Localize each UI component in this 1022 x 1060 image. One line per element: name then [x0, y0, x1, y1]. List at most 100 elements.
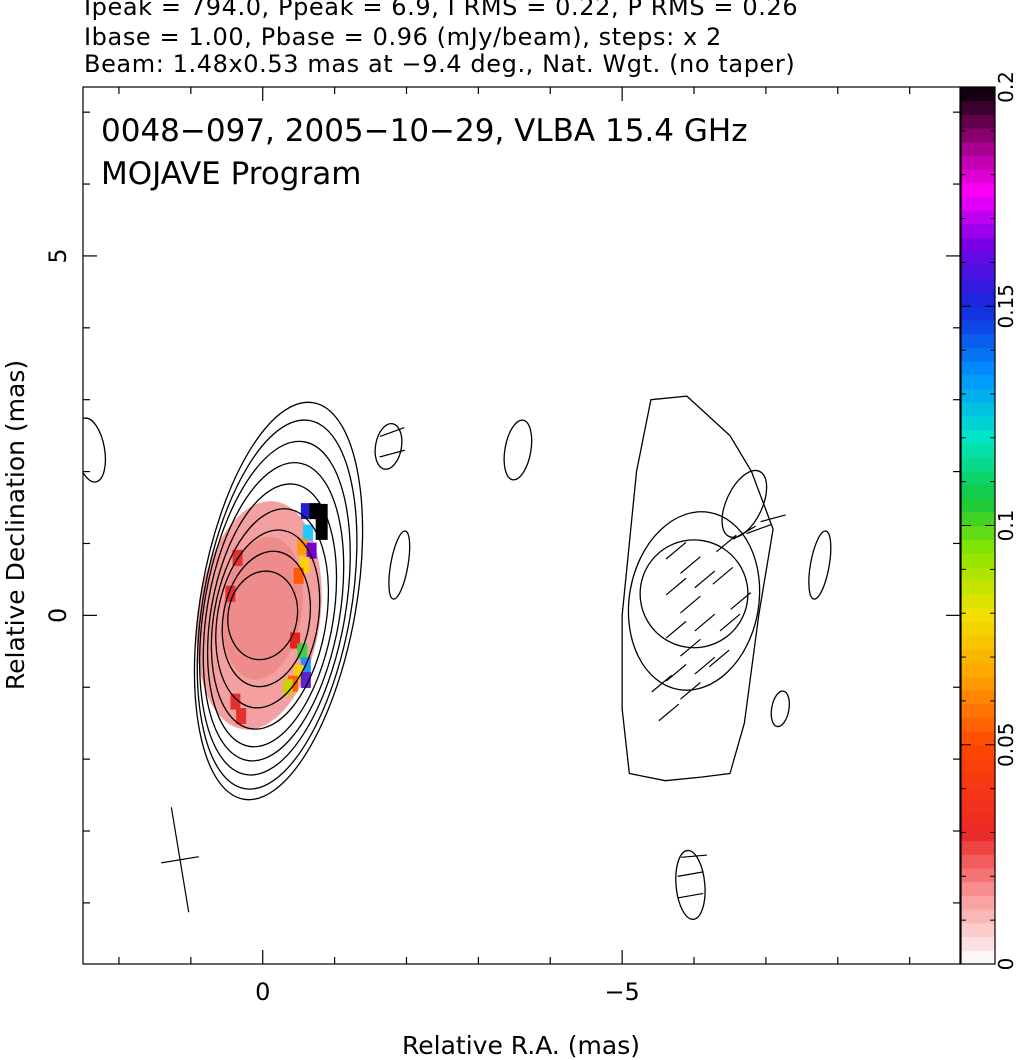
polarization-vector — [665, 577, 687, 596]
core-contour — [196, 419, 358, 790]
colorbar-swatch — [961, 443, 995, 458]
jet-outer-contour — [621, 395, 774, 782]
jet-contour — [639, 539, 749, 649]
polarization-pixel — [293, 664, 304, 681]
colorbar-swatch — [961, 662, 995, 677]
colorbar-swatch — [961, 196, 995, 211]
colorbar-swatch — [961, 895, 995, 910]
chart-subtitle: MOJAVE Program — [101, 156, 361, 192]
colorbar-swatch — [961, 881, 995, 896]
polarization-vector — [677, 871, 704, 877]
colorbar-swatch — [961, 909, 995, 924]
plot-frame — [82, 86, 961, 965]
polarization-vector — [379, 449, 405, 458]
colorbar-swatch — [961, 566, 995, 581]
core-contour — [210, 508, 330, 730]
colorbar-swatch — [961, 772, 995, 787]
polarization-pixel — [299, 557, 310, 574]
polarization-pixel — [297, 643, 308, 660]
colorbar-swatch — [961, 484, 995, 499]
colorbar-swatch — [961, 854, 995, 869]
colorbar-swatch — [961, 141, 995, 157]
polarization-vector — [651, 674, 673, 693]
colorbar-swatch — [961, 347, 995, 362]
polarization-vector — [681, 854, 708, 858]
core-contour — [221, 550, 312, 688]
colorbar-swatch — [961, 319, 995, 335]
y-tick-label: 5 — [44, 248, 72, 263]
polarization-vector — [712, 567, 734, 585]
colorbar-tick-label: 0.1 — [994, 510, 1018, 542]
polarization-vector — [680, 556, 701, 574]
colorbar-swatch — [961, 607, 995, 622]
colorbar-swatch — [961, 429, 995, 444]
x-tick-label: 0 — [255, 978, 270, 1006]
colorbar-swatch — [961, 498, 995, 513]
colorbar-swatch — [961, 333, 995, 348]
polarization-vector — [680, 682, 701, 700]
colorbar-swatch — [961, 840, 995, 855]
polarization-pixel — [300, 672, 311, 689]
colorbar-swatch — [961, 169, 995, 184]
polarization-vector — [694, 570, 716, 589]
header-line-2: Ibase = 1.00, Pbase = 0.96 (mJy/beam), s… — [84, 23, 722, 51]
polarization-pixel — [225, 585, 236, 602]
colorbar-swatch — [961, 580, 995, 595]
colorbar-swatch — [961, 539, 995, 554]
colorbar-swatch — [961, 128, 995, 143]
polarization-pixel — [309, 503, 320, 520]
core-contour — [193, 401, 364, 801]
polarization-vector — [760, 514, 786, 523]
colorbar-swatch — [961, 100, 995, 115]
colorbar-swatch — [961, 114, 995, 129]
noise-contour — [770, 690, 790, 728]
colorbar-swatch — [961, 265, 995, 280]
colorbar-swatch — [961, 292, 995, 307]
noise-contour — [675, 849, 706, 920]
colorbar-swatch — [961, 306, 995, 321]
x-axis-label: Relative R.A. (mas) — [402, 1031, 640, 1060]
noise-contour — [503, 419, 533, 481]
polarization-vector — [694, 613, 716, 632]
colorbar-swatch — [961, 415, 995, 431]
colorbar-swatch — [961, 182, 995, 198]
polarization-pixel — [300, 503, 311, 520]
colorbar-swatch — [961, 278, 995, 294]
core-contour — [206, 483, 338, 748]
colorbar-swatch — [961, 826, 995, 842]
polarization-pixel — [290, 632, 301, 649]
noise-contour — [721, 469, 768, 539]
colorbar-swatch — [961, 552, 995, 568]
colorbar-swatch — [961, 950, 995, 965]
chart-title: 0048−097, 2005−10−29, VLBA 15.4 GHz — [101, 113, 747, 149]
polarization-vector — [677, 892, 704, 899]
colorbar-swatch — [961, 689, 995, 705]
polarization-pixel — [303, 524, 314, 541]
noise-contour — [808, 530, 832, 600]
colorbar-swatch — [961, 648, 995, 664]
noise-contour — [83, 417, 107, 483]
polarization-vector — [694, 656, 716, 675]
colorbar-swatch — [961, 936, 995, 951]
polarization-pixel — [293, 567, 304, 584]
polarization-vector — [730, 592, 752, 610]
colorbar-swatch — [961, 210, 995, 225]
colorbar-swatch — [961, 361, 995, 376]
polarization-vector — [665, 620, 687, 639]
polarization-pixel — [297, 539, 308, 556]
polarization-pixel — [236, 707, 247, 724]
colorbar-swatch — [961, 251, 995, 266]
core-polarization-fill-inner — [222, 536, 304, 680]
colorbar-tick-label: 0 — [994, 958, 1018, 971]
colorbar-tick-label: 0.2 — [994, 71, 1018, 103]
colorbar-swatch — [961, 388, 995, 403]
colorbar-swatch — [961, 813, 995, 828]
colorbar-tick-label: 0.15 — [994, 284, 1018, 329]
y-axis-label: Relative Declination (mas) — [1, 360, 30, 690]
polarization-pixel — [282, 679, 293, 696]
header-line-1: Ipeak = 794.0, Ppeak = 6.9, I RMS = 0.22… — [84, 0, 799, 21]
colorbar-swatch — [961, 87, 995, 102]
colorbar-swatch — [961, 717, 995, 732]
colorbar-swatch — [961, 744, 995, 759]
